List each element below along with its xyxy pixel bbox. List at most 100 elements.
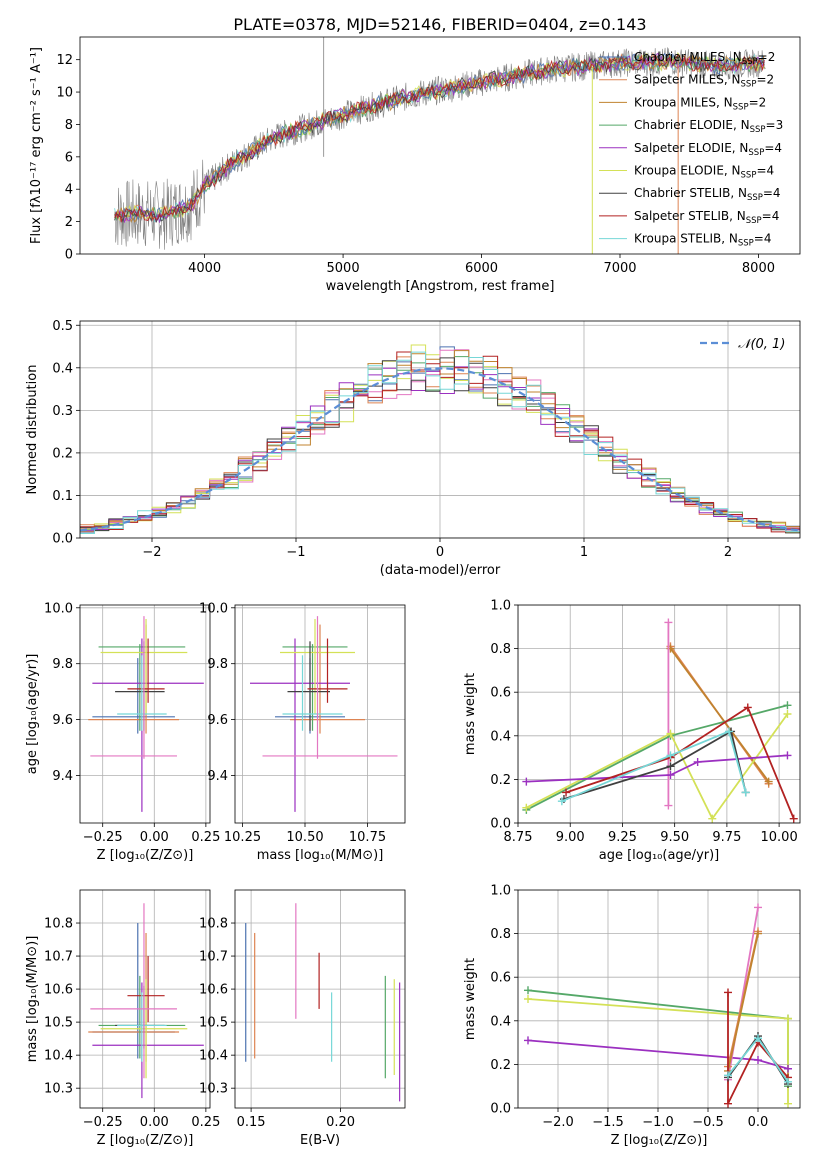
y-tick-label: 8 <box>65 118 73 133</box>
axes-frame <box>79 320 801 539</box>
model-spectrum-line <box>114 54 765 223</box>
y-tick-label: 0.2 <box>490 773 511 788</box>
x-tick-label: 1 <box>580 545 588 560</box>
axes-frame <box>234 604 406 824</box>
x-tick-label: 0 <box>436 545 444 560</box>
plot-area <box>80 890 210 1108</box>
mass-weight-series-line <box>526 754 788 783</box>
mass-weight-point <box>522 803 531 812</box>
y-tick-label: 0.1 <box>52 489 73 504</box>
spectrum-panel: 4000 5000 6000 7000 8000 0 2 4 6 8 10 12 wavelength … <box>29 36 801 294</box>
x-axis-label: Z [log₁₀(Z/Z⊙)] <box>97 1133 194 1148</box>
y-axis-label: age [log₁₀(age/yr)] <box>25 654 40 775</box>
mass-weight-point <box>754 929 762 938</box>
y-tick-label: 0.2 <box>490 1058 511 1073</box>
y-tick-label: 0.6 <box>490 686 511 701</box>
mass-weight-point <box>524 1036 532 1045</box>
y-tick-label: 10.4 <box>44 1049 73 1064</box>
model-spectrum-line <box>114 54 765 224</box>
mass-weight-point <box>666 751 675 760</box>
y-tick-label: 0.0 <box>490 1102 511 1117</box>
x-tick-label: 0.25 <box>191 1115 220 1130</box>
x-tick-label: 0.20 <box>326 1115 355 1130</box>
x-tick-label: 8.75 <box>504 830 533 845</box>
y-tick-label: 0.4 <box>490 729 511 744</box>
y-tick-label: 10.0 <box>44 601 73 616</box>
x-tick-label: −2 <box>142 545 161 560</box>
axes-frame <box>234 889 406 1109</box>
y-tick-label: 0.0 <box>52 532 73 547</box>
y-tick-label: 9.4 <box>207 769 228 784</box>
legend-subscript: SSP <box>738 239 754 249</box>
x-tick-label: 8000 <box>742 261 775 276</box>
axes-frame <box>79 889 211 1109</box>
legend-entry: Chabrier ELODIE, NSSP=3 <box>634 118 783 135</box>
x-tick-label: 0.15 <box>237 1115 266 1130</box>
x-tick-label: 10.75 <box>349 830 386 845</box>
age-vs-metallicity-panel: −0.25 0.00 0.25 9.4 9.6 9.8 10.0 Z [log₁₀(Z/Z⊙)… <box>25 601 220 863</box>
legend-entry: Salpeter MILES, NSSP=2 <box>634 73 774 90</box>
mass-weight-point <box>741 788 750 797</box>
mass-weight-point <box>724 1071 732 1080</box>
legend-value: =4 <box>756 164 774 178</box>
y-tick-label: 9.6 <box>52 713 73 728</box>
legend-label: Kroupa STELIB, N <box>634 232 738 246</box>
mass-weight-point <box>562 788 571 797</box>
legend-subscript: SSP <box>747 193 763 203</box>
legend-value: =2 <box>749 95 767 109</box>
y-tick-label: 4 <box>65 183 73 198</box>
figure-title: PLATE=0378, MJD=52146, FIBERID=0404, z=0… <box>233 15 646 34</box>
y-tick-label: 10.8 <box>199 917 228 932</box>
y-tick-label: 10.5 <box>44 1016 73 1031</box>
y-tick-label: 9.4 <box>52 769 73 784</box>
mass-weight-point <box>664 618 673 627</box>
x-axis-label: mass [log₁₀(M/M⊙)] <box>257 848 384 863</box>
legend-label: Salpeter STELIB, N <box>634 209 746 223</box>
y-axis-label: mass [log₁₀(M/M⊙)] <box>25 936 40 1063</box>
axes-frame <box>79 36 801 255</box>
mass-vs-ebv-panel: 0.15 0.20 10.3 10.4 10.5 10.6 10.7 10.8 E(B-V) <box>199 889 406 1148</box>
mass-vs-metallicity-panel: −0.25 0.00 0.25 10.3 10.4 10.5 10.6 10.7 10.8 Z [… <box>25 889 220 1148</box>
legend-entry: 𝒩(0, 1) <box>738 337 785 352</box>
y-tick-label: 0.4 <box>490 1014 511 1029</box>
x-axis-label: age [log₁₀(age/yr)] <box>599 848 720 863</box>
y-tick-label: 10.6 <box>199 983 228 998</box>
x-tick-label: 5000 <box>327 261 360 276</box>
y-tick-label: 10 <box>56 86 73 101</box>
x-tick-label: 0.25 <box>191 830 220 845</box>
y-tick-label: 0.0 <box>490 817 511 832</box>
mass-weight-point <box>524 986 532 995</box>
legend-entry: Kroupa STELIB, NSSP=4 <box>634 232 772 249</box>
mass-weight-point <box>666 762 675 771</box>
x-tick-label: 9.50 <box>660 830 689 845</box>
y-tick-label: 10.8 <box>44 917 73 932</box>
x-tick-label: −1.0 <box>642 1115 674 1130</box>
mass-weight-point <box>524 995 532 1003</box>
axes-frame <box>517 604 801 824</box>
mass-weight-point <box>789 814 798 823</box>
mass-weight-point <box>522 777 531 786</box>
mass-weight-point <box>724 988 732 997</box>
weight-vs-metallicity-panel: −2.0 −1.5 −1.0 −0.5 0.0 0.0 0.2 0.4 0.6 0.8 1.0 Z [… <box>463 884 801 1148</box>
x-tick-label: −0.5 <box>692 1115 724 1130</box>
y-tick-label: 10.0 <box>199 601 228 616</box>
legend-entry: Salpeter STELIB, NSSP=4 <box>634 209 779 226</box>
y-tick-label: 6 <box>65 150 73 165</box>
x-tick-label: 0.00 <box>140 830 169 845</box>
y-tick-label: 9.8 <box>52 657 73 672</box>
mass-weight-point <box>784 1077 792 1086</box>
mass-weight-series-line <box>669 648 770 783</box>
normal-distribution-curve <box>80 367 800 532</box>
x-axis-label: (data-model)/error <box>380 563 501 578</box>
legend-value: =4 <box>764 141 782 155</box>
mass-weight-point <box>783 710 792 718</box>
y-tick-label: 0.8 <box>490 642 511 657</box>
y-axis-label: Normed distribution <box>25 365 40 495</box>
plot-area <box>235 890 405 1108</box>
x-tick-label: 10.00 <box>761 830 798 845</box>
legend-label: Salpeter ELODIE, N <box>634 141 748 155</box>
model-spectrum-line <box>114 52 765 223</box>
legend-value: =4 <box>754 232 772 246</box>
y-tick-label: 1.0 <box>490 884 511 899</box>
